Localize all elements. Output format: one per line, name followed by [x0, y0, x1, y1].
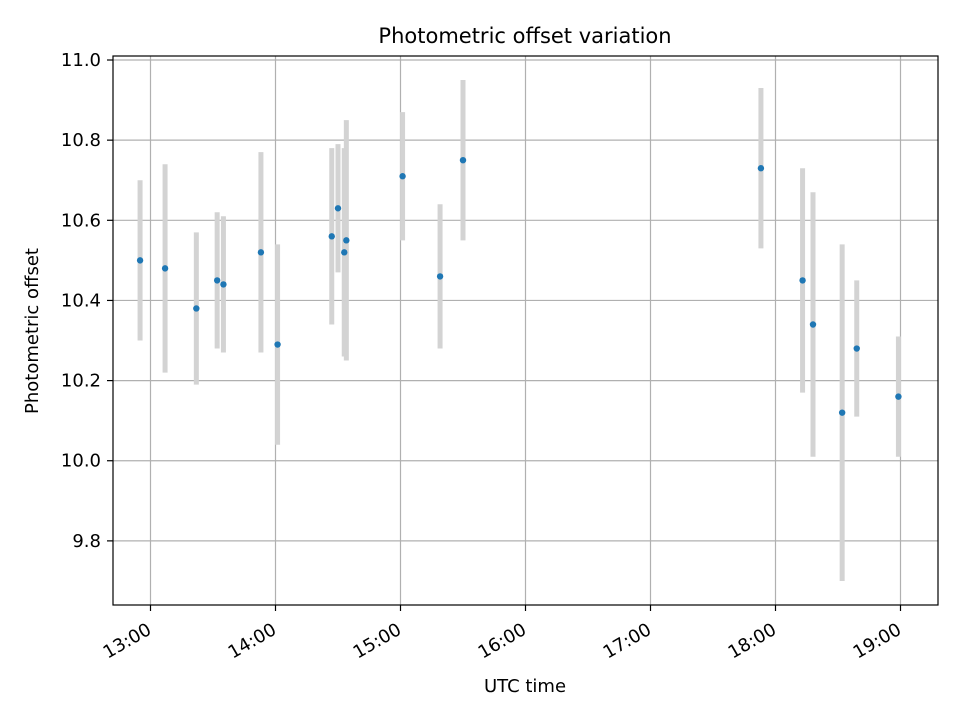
data-point: [213, 277, 221, 284]
data-point: [328, 233, 335, 240]
chart-title: Photometric offset variation: [378, 24, 671, 48]
data-point: [161, 265, 169, 272]
data-point: [399, 173, 406, 180]
data-point: [459, 156, 467, 164]
y-tick-label: 10.6: [61, 210, 101, 231]
y-tick-label: 10.2: [61, 371, 101, 392]
errorbar-layer: [137, 80, 901, 581]
data-point: [343, 237, 350, 244]
x-tick-label: 14:00: [225, 619, 280, 663]
data-point: [757, 165, 765, 172]
data-point: [193, 305, 200, 312]
data-point: [341, 249, 348, 256]
y-tick-label: 10.4: [61, 290, 101, 311]
data-point: [274, 341, 281, 348]
data-point: [853, 345, 860, 352]
data-point: [436, 273, 444, 280]
grid-layer: [113, 56, 938, 605]
y-tick-label: 11.0: [61, 50, 101, 71]
data-point: [257, 249, 265, 256]
x-axis-label: UTC time: [484, 676, 566, 697]
x-tick-label: 16:00: [475, 619, 530, 663]
data-point: [220, 281, 227, 288]
y-axis-label: Photometric offset: [22, 248, 43, 414]
data-point: [799, 277, 806, 284]
data-point: [809, 321, 817, 328]
data-point: [334, 205, 342, 212]
x-tick-label: 17:00: [600, 619, 655, 663]
data-point: [895, 393, 902, 400]
x-tick-label: 15:00: [350, 619, 405, 663]
x-tick-label: 19:00: [850, 619, 905, 663]
tick-layer: 13:00 14:00 15:00 16:00 17:00 18:00 19:00 9.8 10…: [61, 50, 905, 663]
y-tick-label: 9.8: [72, 531, 101, 552]
x-tick-label: 18:00: [725, 619, 780, 663]
point-layer: [136, 156, 902, 416]
y-tick-label: 10.8: [61, 130, 101, 151]
x-tick-label: 13:00: [100, 619, 155, 663]
data-point: [136, 257, 144, 264]
y-tick-label: 10.0: [61, 451, 101, 472]
data-point: [838, 409, 846, 416]
